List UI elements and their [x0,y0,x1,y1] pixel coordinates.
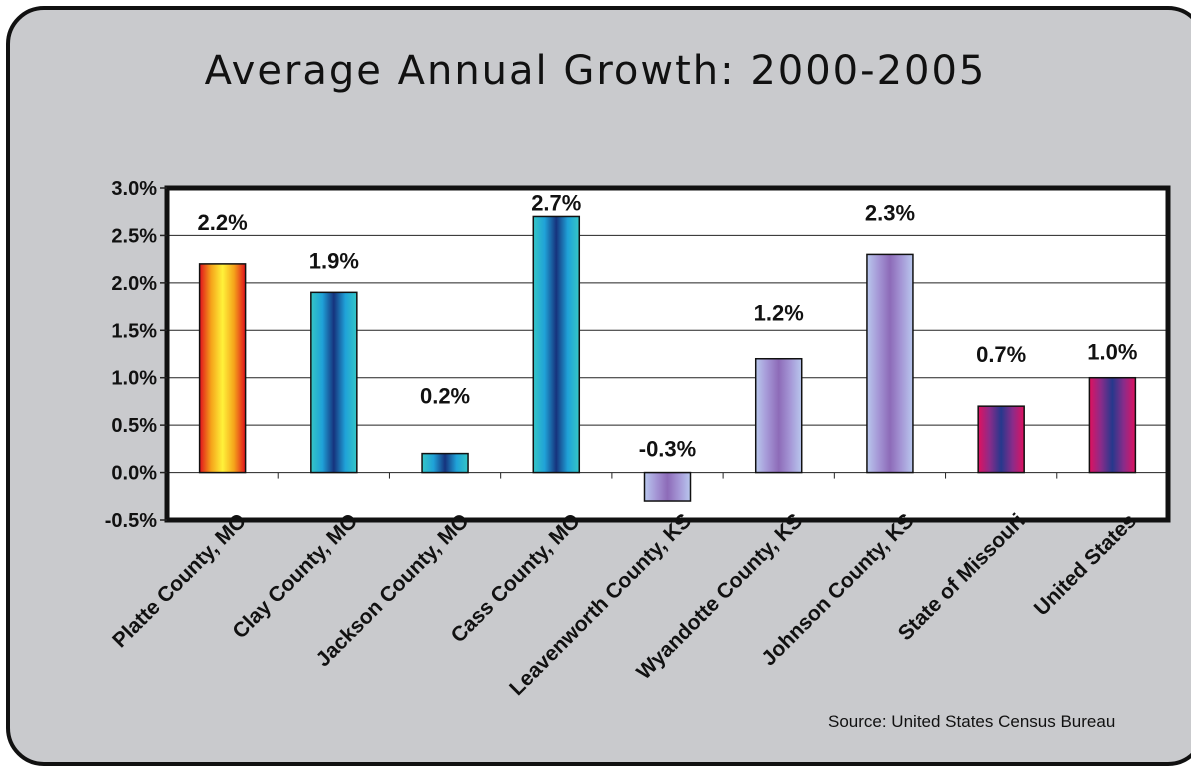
data-label: 0.2% [420,384,470,409]
data-label: 1.2% [754,301,804,326]
y-tick-label: 3.0% [111,178,157,200]
y-tick-label: 2.0% [111,273,157,295]
bar [532,215,581,474]
data-label: 2.7% [531,190,581,215]
y-tick-label: 1.5% [111,320,157,342]
source-note: Source: United States Census Bureau [828,712,1116,731]
data-label: -0.3% [639,437,696,462]
bar [310,291,358,474]
bar [754,357,803,474]
data-label: 2.3% [865,200,915,225]
y-tick-label: 0.0% [111,463,157,485]
bar-chart: -0.5% 0.0% 0.5% 1.0% 1.5% 2.0% 2.5% 3.0% 2.2% 1.… [105,178,1171,700]
chart-title: Average Annual Growth: 2000-2005 [204,48,987,94]
bar [1088,376,1137,474]
bar [977,405,1025,474]
data-label: 0.7% [976,342,1026,367]
bar [866,253,914,474]
bar [421,452,469,474]
y-tick-label: -0.5% [105,510,157,532]
data-label: 1.9% [309,248,359,273]
plot-border [164,185,1171,523]
bar [198,263,247,474]
data-label: 1.0% [1087,340,1137,365]
y-tick-label: 0.5% [111,415,157,437]
data-label: 2.2% [198,210,248,235]
category-label: United States [1030,509,1141,620]
bar [643,471,692,502]
y-tick-label: 1.0% [111,368,157,390]
y-tick-label: 2.5% [111,225,157,247]
category-label: Leavenworth County, KS [505,509,696,700]
